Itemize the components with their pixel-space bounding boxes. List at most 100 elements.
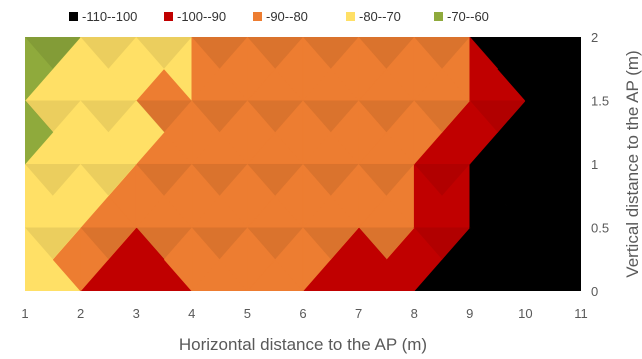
x-tick-label: 3 bbox=[133, 306, 140, 321]
contour-cell bbox=[358, 163, 387, 229]
legend: -110--100 -100--90 -90--80 -80--70 -70--60 bbox=[69, 9, 489, 24]
contour-cell bbox=[247, 37, 276, 102]
contour-cell bbox=[135, 99, 165, 165]
contour-cell bbox=[80, 163, 109, 229]
contour-cell bbox=[247, 226, 276, 291]
contour-cell bbox=[469, 163, 498, 229]
contour-cell bbox=[358, 226, 387, 291]
contour-shade bbox=[525, 100, 581, 133]
legend-swatch-2 bbox=[253, 12, 262, 21]
plot-area bbox=[25, 37, 581, 291]
contour-shade bbox=[80, 227, 137, 260]
contour-cell bbox=[25, 100, 54, 165]
contour-shade bbox=[414, 227, 470, 260]
contour-cell bbox=[525, 37, 554, 102]
y-tick-label: 1.5 bbox=[591, 94, 609, 109]
contour-cell bbox=[413, 226, 443, 291]
y-axis-ticks: 0 0.5 1 1.5 2 bbox=[591, 30, 609, 299]
contour-cell bbox=[135, 163, 165, 229]
contour-cell bbox=[302, 37, 332, 102]
contour-shade bbox=[525, 164, 581, 196]
legend-swatch-4 bbox=[434, 12, 443, 21]
legend-label-2: -90--80 bbox=[266, 9, 308, 24]
contour-cell bbox=[469, 226, 498, 291]
contour-shade bbox=[414, 100, 470, 133]
contour-shade bbox=[80, 100, 137, 133]
contour-shade bbox=[303, 37, 359, 69]
contour-shade bbox=[469, 100, 526, 133]
x-tick-label: 11 bbox=[574, 306, 588, 321]
contour-shade bbox=[247, 37, 303, 69]
contour-shade bbox=[136, 164, 192, 196]
contour-cell bbox=[525, 226, 554, 291]
contour-shade bbox=[525, 37, 581, 69]
contour-shade bbox=[303, 227, 359, 260]
x-tick-label: 7 bbox=[355, 306, 362, 321]
legend-swatch-1 bbox=[164, 12, 173, 21]
contour-shade bbox=[25, 164, 81, 196]
x-tick-label: 2 bbox=[77, 306, 84, 321]
contour-shade bbox=[414, 164, 470, 196]
contour-shade bbox=[303, 100, 359, 133]
contour-cell bbox=[25, 163, 54, 228]
legend-swatch-3 bbox=[346, 12, 355, 21]
contour-cell bbox=[469, 99, 498, 165]
contour-shade bbox=[136, 100, 192, 133]
x-axis-ticks: 1 2 3 4 5 6 7 8 9 10 11 bbox=[21, 306, 587, 321]
contour-cell bbox=[469, 37, 498, 102]
x-tick-label: 5 bbox=[244, 306, 251, 321]
contour-shade bbox=[303, 164, 359, 196]
contour-cell bbox=[135, 37, 165, 102]
contour-shade bbox=[247, 227, 303, 260]
contour-shade bbox=[191, 164, 248, 196]
contour-cell bbox=[247, 99, 276, 165]
legend-label-0: -110--100 bbox=[82, 9, 137, 24]
contour-shade bbox=[358, 227, 415, 260]
contour-cell bbox=[80, 37, 109, 102]
contour-cell bbox=[191, 226, 220, 291]
x-tick-label: 9 bbox=[466, 306, 473, 321]
contour-cell bbox=[358, 99, 387, 165]
legend-label-3: -80--70 bbox=[359, 9, 401, 24]
x-tick-label: 8 bbox=[411, 306, 418, 321]
y-tick-label: 2 bbox=[591, 30, 598, 45]
contour-cell bbox=[525, 163, 554, 229]
contour-shade bbox=[191, 100, 248, 133]
contour-shade bbox=[414, 37, 470, 69]
contour-shade bbox=[25, 37, 81, 69]
contour-cell bbox=[191, 99, 220, 165]
contour-cell bbox=[302, 163, 332, 229]
contour-cell bbox=[302, 99, 332, 165]
contour-shade bbox=[469, 164, 526, 196]
contour-shade bbox=[136, 37, 192, 69]
contour-shade bbox=[247, 100, 303, 133]
contour-cell bbox=[413, 163, 443, 229]
contour-cell bbox=[80, 99, 109, 165]
y-tick-label: 0 bbox=[591, 284, 598, 299]
legend-label-1: -100--90 bbox=[177, 9, 226, 24]
contour-shade bbox=[247, 164, 303, 196]
legend-swatch-0 bbox=[69, 12, 78, 21]
contour-shade bbox=[80, 164, 137, 196]
contour-shade bbox=[25, 227, 81, 260]
contour-shade bbox=[80, 37, 137, 69]
contour-shade bbox=[25, 100, 81, 133]
contour-shade bbox=[525, 227, 581, 260]
contour-cell bbox=[413, 37, 443, 102]
contour-cell bbox=[525, 99, 554, 165]
contour-shade bbox=[191, 37, 248, 69]
contour-shade bbox=[358, 37, 415, 69]
x-tick-label: 1 bbox=[21, 306, 28, 321]
legend-label-4: -70--60 bbox=[447, 9, 489, 24]
contour-shade bbox=[358, 164, 415, 196]
x-tick-label: 4 bbox=[188, 306, 195, 321]
contour-shade bbox=[358, 100, 415, 133]
contour-shade bbox=[469, 37, 526, 69]
x-tick-label: 6 bbox=[299, 306, 306, 321]
x-tick-label: 10 bbox=[518, 306, 532, 321]
y-tick-label: 0.5 bbox=[591, 221, 609, 236]
contour-cell bbox=[25, 37, 54, 101]
contour-shade bbox=[191, 227, 248, 260]
contour-cell bbox=[191, 37, 220, 102]
